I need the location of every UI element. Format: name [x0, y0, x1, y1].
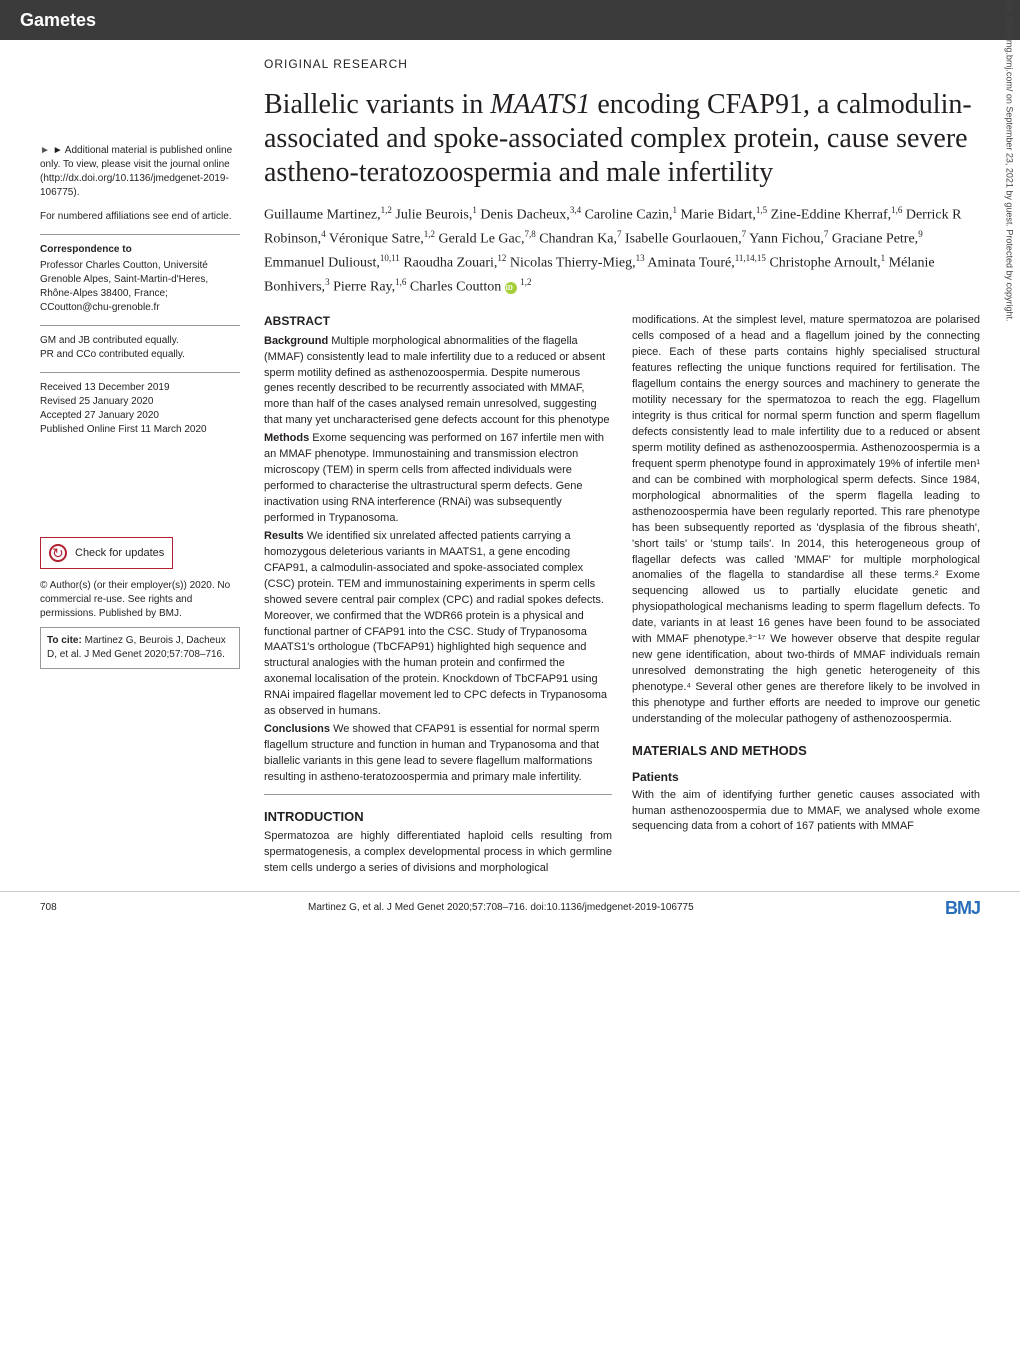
intro-text-col1: Spermatozoa are highly differentiated ha… — [264, 829, 612, 877]
results-label: Results — [264, 530, 304, 542]
check-updates-label: Check for updates — [75, 546, 164, 561]
author-list: Guillaume Martinez,1,2 Julie Beurois,1 D… — [264, 203, 980, 299]
journal-section-label: Gametes — [20, 10, 96, 30]
methods-text: Exome sequencing was performed on 167 in… — [264, 432, 604, 524]
page-number: 708 — [40, 901, 57, 915]
copyright-note: © Author(s) (or their employer(s)) 2020.… — [40, 579, 240, 621]
article-title: Biallelic variants in MAATS1 encoding CF… — [264, 88, 980, 189]
article-type-label: Original research — [264, 56, 980, 72]
abstract-block: ABSTRACT Background Multiple morphologic… — [264, 313, 612, 785]
article-meta-sidebar: ► ► Additional material is published onl… — [40, 56, 240, 876]
abstract-heading: ABSTRACT — [264, 313, 612, 329]
methods-label: Methods — [264, 432, 309, 444]
background-label: Background — [264, 335, 328, 347]
correspondence-heading: Correspondence to — [40, 243, 240, 257]
introduction-heading: INTRODUCTION — [264, 808, 612, 826]
materials-methods-heading: MATERIALS AND METHODS — [632, 742, 980, 760]
patients-subheading: Patients — [632, 769, 980, 785]
vertical-download-note: J Med Genet: first published as 10.1136/… — [1004, 0, 1016, 321]
refresh-icon — [49, 544, 67, 562]
title-pre: Biallelic variants in — [264, 89, 490, 120]
affiliations-note: For numbered affiliations see end of art… — [40, 210, 240, 224]
supplementary-note: ► ► Additional material is published onl… — [40, 144, 240, 200]
check-updates-button[interactable]: Check for updates — [40, 537, 173, 569]
journal-section-header: Gametes — [0, 0, 1020, 40]
citation-box: To cite: Martinez G, Beurois J, Dacheux … — [40, 627, 240, 669]
bmj-logo: BMJ — [945, 896, 980, 920]
patients-text: With the aim of identifying further gene… — [632, 788, 980, 836]
intro-text-col2: modifications. At the simplest level, ma… — [632, 313, 980, 727]
conclusions-label: Conclusions — [264, 723, 330, 735]
supplementary-text: ► Additional material is published onlin… — [40, 145, 232, 198]
contribution-note: GM and JB contributed equally. PR and CC… — [40, 334, 240, 362]
article-dates: Received 13 December 2019 Revised 25 Jan… — [40, 381, 240, 437]
divider — [264, 794, 612, 795]
orcid-icon — [505, 282, 517, 294]
cite-label: To cite: — [47, 635, 82, 646]
results-text: We identified six unrelated affected pat… — [264, 530, 607, 717]
arrow-icon: ► — [40, 145, 50, 156]
background-text: Multiple morphological abnormalities of … — [264, 335, 610, 427]
title-gene: MAATS1 — [490, 89, 590, 120]
footer-citation: Martinez G, et al. J Med Genet 2020;57:7… — [308, 901, 694, 915]
correspondence-body: Professor Charles Coutton, Université Gr… — [40, 259, 240, 315]
page-footer: 708 Martinez G, et al. J Med Genet 2020;… — [0, 891, 1020, 930]
